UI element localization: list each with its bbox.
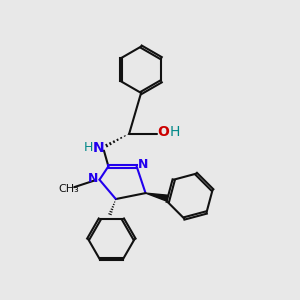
Text: N: N [88, 172, 98, 185]
Text: CH₃: CH₃ [58, 184, 79, 194]
Text: N: N [138, 158, 148, 171]
Polygon shape [146, 193, 168, 201]
Text: H: H [169, 125, 180, 139]
Text: N: N [93, 141, 104, 154]
Text: H: H [84, 141, 93, 154]
Text: O: O [157, 125, 169, 139]
